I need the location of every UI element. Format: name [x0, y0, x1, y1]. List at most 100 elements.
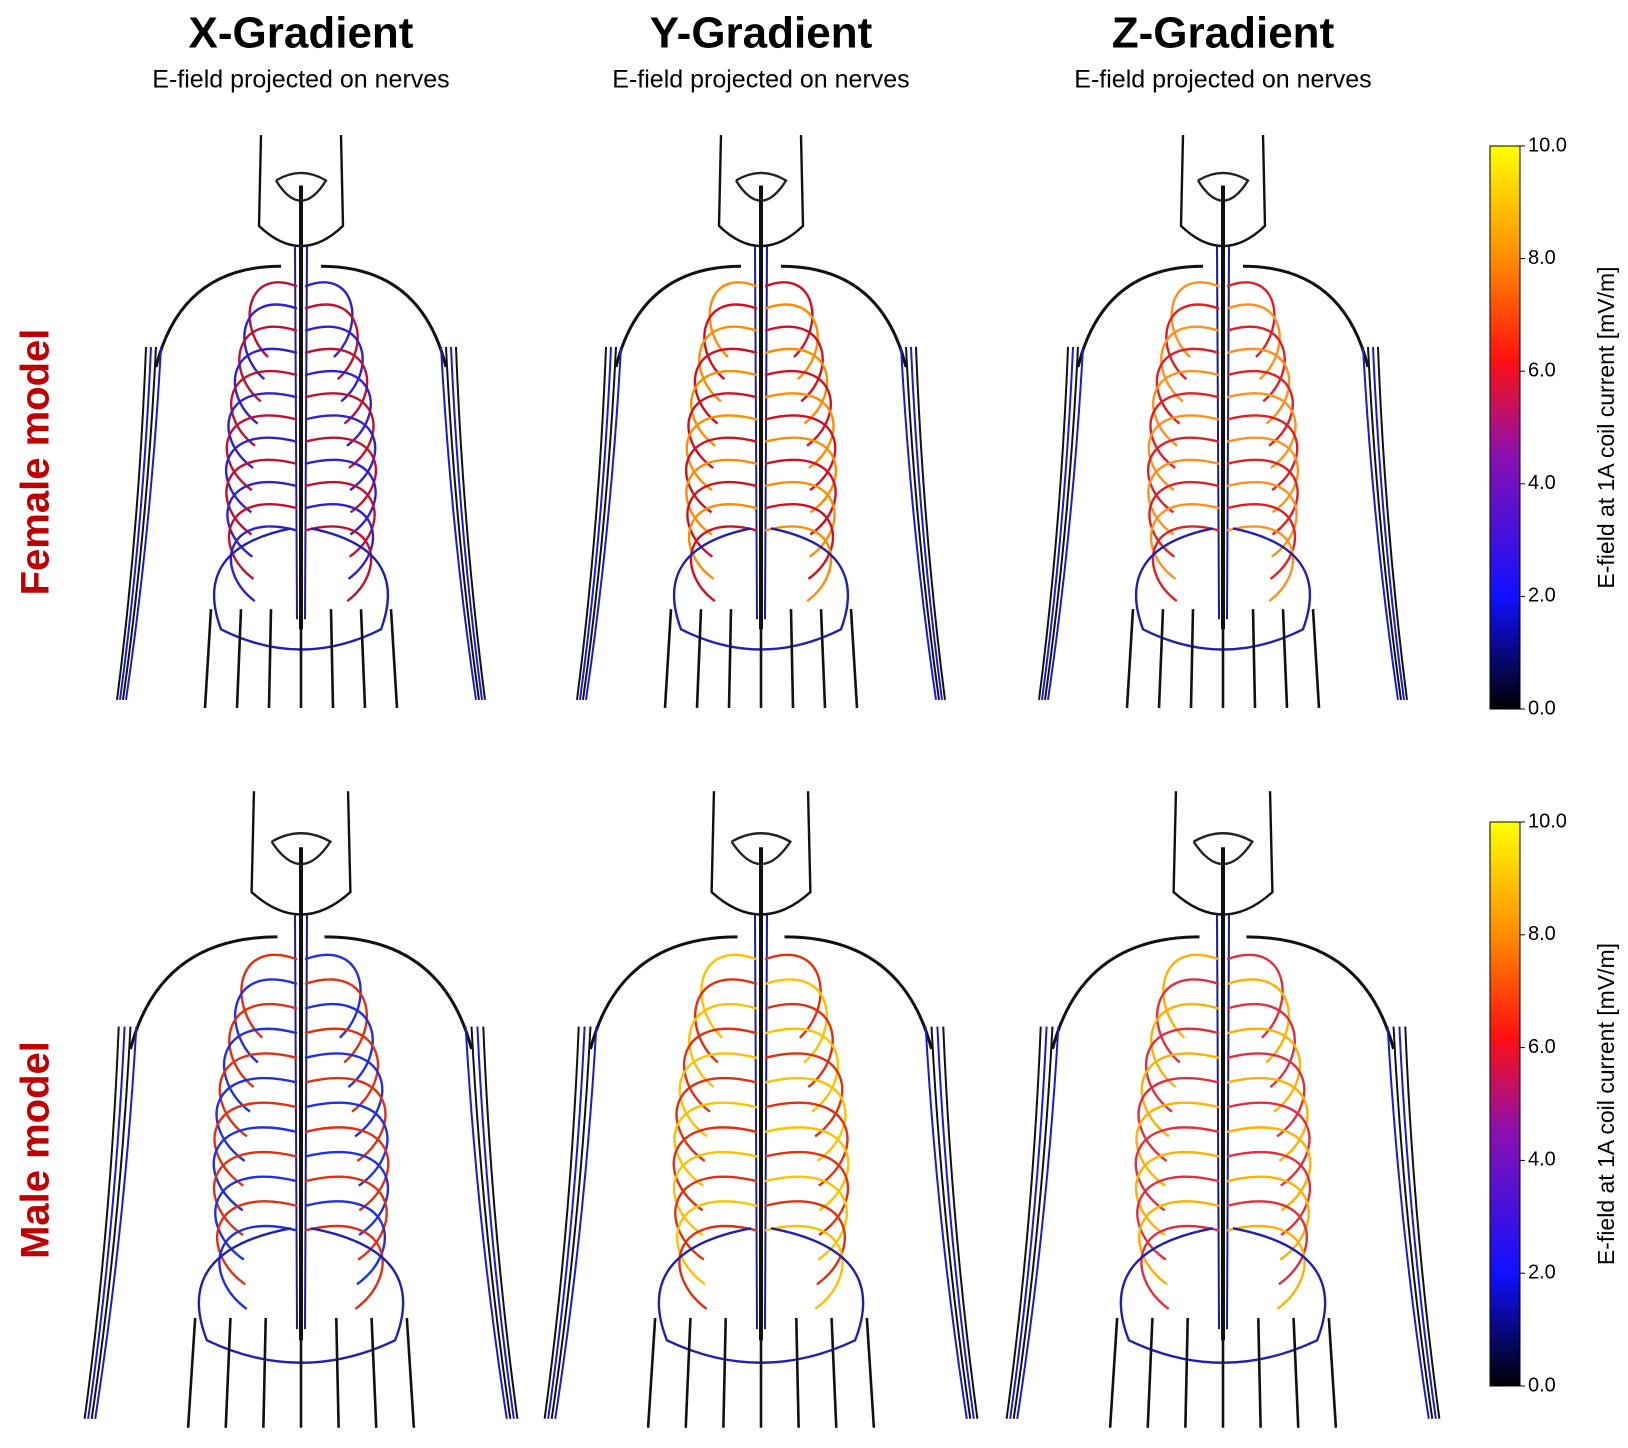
nerve — [722, 1317, 728, 1428]
nerve — [686, 480, 758, 558]
panels — [83, 135, 1441, 1428]
nerve-figure — [1038, 135, 1408, 709]
nerve — [764, 458, 837, 536]
nerve — [678, 1224, 758, 1310]
nerve — [304, 953, 362, 1039]
nerve — [1196, 171, 1250, 202]
nerve — [359, 609, 367, 709]
nerve — [673, 1101, 758, 1187]
nerve — [730, 832, 793, 866]
nerve — [1149, 503, 1220, 580]
nerve-figure — [543, 791, 979, 1428]
nerve — [464, 1026, 508, 1419]
nerve — [1165, 303, 1220, 381]
nerve — [1151, 525, 1220, 603]
nerve — [274, 171, 328, 202]
nerve — [942, 1026, 979, 1419]
nerve — [1226, 1175, 1310, 1261]
nerve — [672, 1150, 758, 1236]
nerve — [304, 1200, 386, 1286]
colorbar-tick-label: 10.0 — [1528, 134, 1567, 156]
nerve — [1012, 1026, 1054, 1419]
nerve — [910, 346, 943, 701]
nerve-figure — [1005, 791, 1441, 1428]
nerve — [1155, 347, 1220, 425]
nerve — [1150, 1002, 1220, 1089]
nerve — [90, 1026, 132, 1419]
nerve — [734, 171, 788, 202]
nerve — [116, 346, 147, 701]
nerve — [1226, 325, 1286, 403]
nerve — [1192, 832, 1255, 866]
nerve — [675, 1076, 758, 1163]
nerve — [646, 1317, 657, 1428]
nerve — [1140, 1052, 1220, 1138]
nerve — [1226, 303, 1281, 381]
nerve — [1226, 480, 1298, 558]
labels: X-Gradient E-field projected on nerves Y-G… — [14, 9, 1620, 1397]
nerve — [370, 1317, 378, 1428]
nerve — [685, 414, 758, 492]
nerve — [186, 1317, 197, 1428]
nerve — [1148, 480, 1220, 558]
nerve — [543, 1026, 580, 1419]
nerve — [212, 1126, 298, 1212]
nerve — [1226, 953, 1284, 1039]
nerve — [1311, 609, 1321, 709]
nerve — [154, 264, 282, 368]
nerve — [482, 1026, 519, 1419]
nerve — [1226, 1027, 1302, 1113]
nerve — [248, 281, 298, 358]
nerve — [304, 978, 368, 1064]
nerve — [1281, 609, 1289, 709]
nerve — [764, 436, 837, 514]
nerve — [764, 414, 837, 492]
colorbar-tick-label: 10.0 — [1528, 810, 1567, 832]
nerve — [1157, 609, 1165, 709]
nerve — [218, 1224, 298, 1310]
nerve — [212, 1150, 298, 1236]
nerve — [1226, 1126, 1312, 1212]
column-title: Y-Gradient — [650, 9, 873, 58]
nerve — [1136, 1175, 1220, 1261]
nerve — [1184, 1317, 1190, 1428]
nerve — [304, 436, 377, 514]
nerve — [764, 1200, 846, 1286]
nerve — [1226, 1002, 1296, 1089]
nerve — [304, 369, 372, 447]
nerve — [764, 281, 814, 358]
nerve — [789, 609, 795, 709]
nerve — [693, 347, 758, 425]
nerve — [216, 1200, 298, 1286]
nerve — [682, 1027, 758, 1113]
nerve — [1138, 1200, 1220, 1286]
nerve — [476, 1026, 515, 1419]
nerve — [225, 458, 298, 536]
nerve — [1226, 436, 1299, 514]
nerve — [764, 503, 835, 580]
nerve — [764, 1224, 844, 1310]
nerve — [1009, 1026, 1048, 1419]
nerve — [1051, 935, 1200, 1050]
row-label: Male model — [14, 1041, 58, 1259]
nerve — [1005, 1026, 1042, 1419]
nerve — [1152, 369, 1220, 447]
nerve — [304, 1175, 388, 1261]
nerve — [234, 978, 298, 1064]
nerve — [270, 832, 333, 866]
column-subtitle: E-field projected on nerves — [612, 66, 909, 94]
nerve — [764, 525, 833, 603]
nerve — [764, 1175, 848, 1261]
nerve — [685, 458, 758, 536]
colorbar-tick-label: 2.0 — [1528, 585, 1556, 607]
nerve — [1144, 1027, 1220, 1113]
nerve — [1125, 609, 1135, 709]
nerve — [1226, 414, 1299, 492]
nerve — [1226, 525, 1295, 603]
nerve — [689, 525, 758, 603]
nerve — [304, 1150, 390, 1236]
nerve — [764, 347, 829, 425]
nerve — [1047, 346, 1084, 701]
nerve — [1170, 281, 1220, 358]
